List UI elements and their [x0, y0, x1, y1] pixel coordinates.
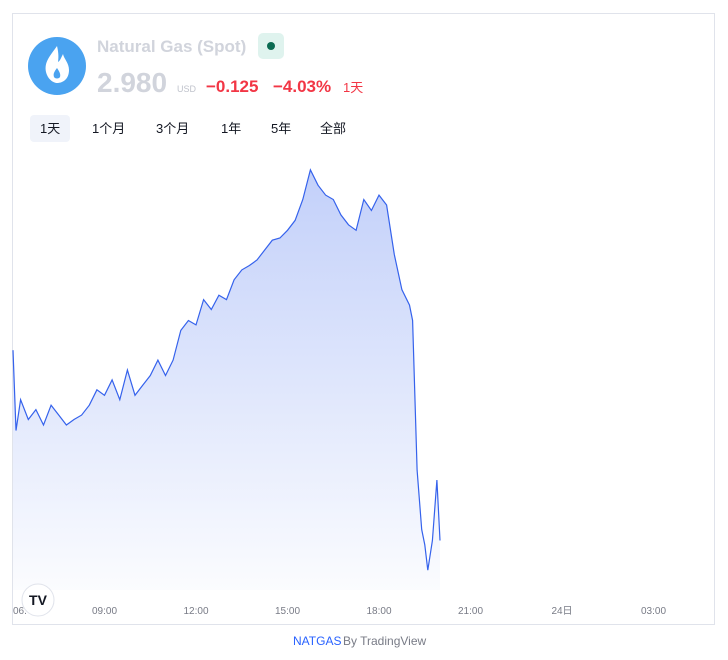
range-tab[interactable]: 5年: [271, 121, 292, 136]
x-tick-label: 18:00: [366, 606, 391, 617]
change-percent: −4.03%: [273, 77, 331, 96]
flame: [45, 46, 69, 83]
x-tick-label: 21:00: [458, 606, 483, 617]
x-tick-label: 09:00: [92, 606, 117, 617]
range-tab[interactable]: 1年: [221, 121, 242, 136]
status-dot: [267, 42, 275, 50]
tv-logo-mark: TV: [29, 592, 48, 608]
range-tab[interactable]: 3个月: [156, 121, 190, 136]
x-tick-label: 03:00: [641, 606, 666, 617]
footer-symbol[interactable]: NATGAS: [293, 634, 341, 648]
x-tick-label: 12:00: [183, 606, 208, 617]
footer-by[interactable]: By TradingView: [343, 634, 426, 648]
x-tick-label: 06.: [13, 606, 27, 617]
price-line: [12, 168, 441, 571]
period: 1天: [343, 80, 363, 95]
change: −0.125: [206, 77, 258, 96]
range-tab[interactable]: 1天: [30, 115, 71, 142]
range-tab[interactable]: 1个月: [92, 121, 126, 136]
x-tick-label: 24日: [551, 606, 572, 617]
currency: USD: [177, 84, 197, 94]
price: 2.980: [97, 67, 167, 98]
widget: [12, 13, 715, 625]
area-fill: [13, 169, 440, 591]
x-tick-label: 15:00: [275, 606, 300, 617]
range-tab[interactable]: 全部: [320, 121, 347, 136]
symbol-title: Natural Gas (Spot): [97, 37, 246, 56]
tv-logo: [21, 583, 55, 617]
